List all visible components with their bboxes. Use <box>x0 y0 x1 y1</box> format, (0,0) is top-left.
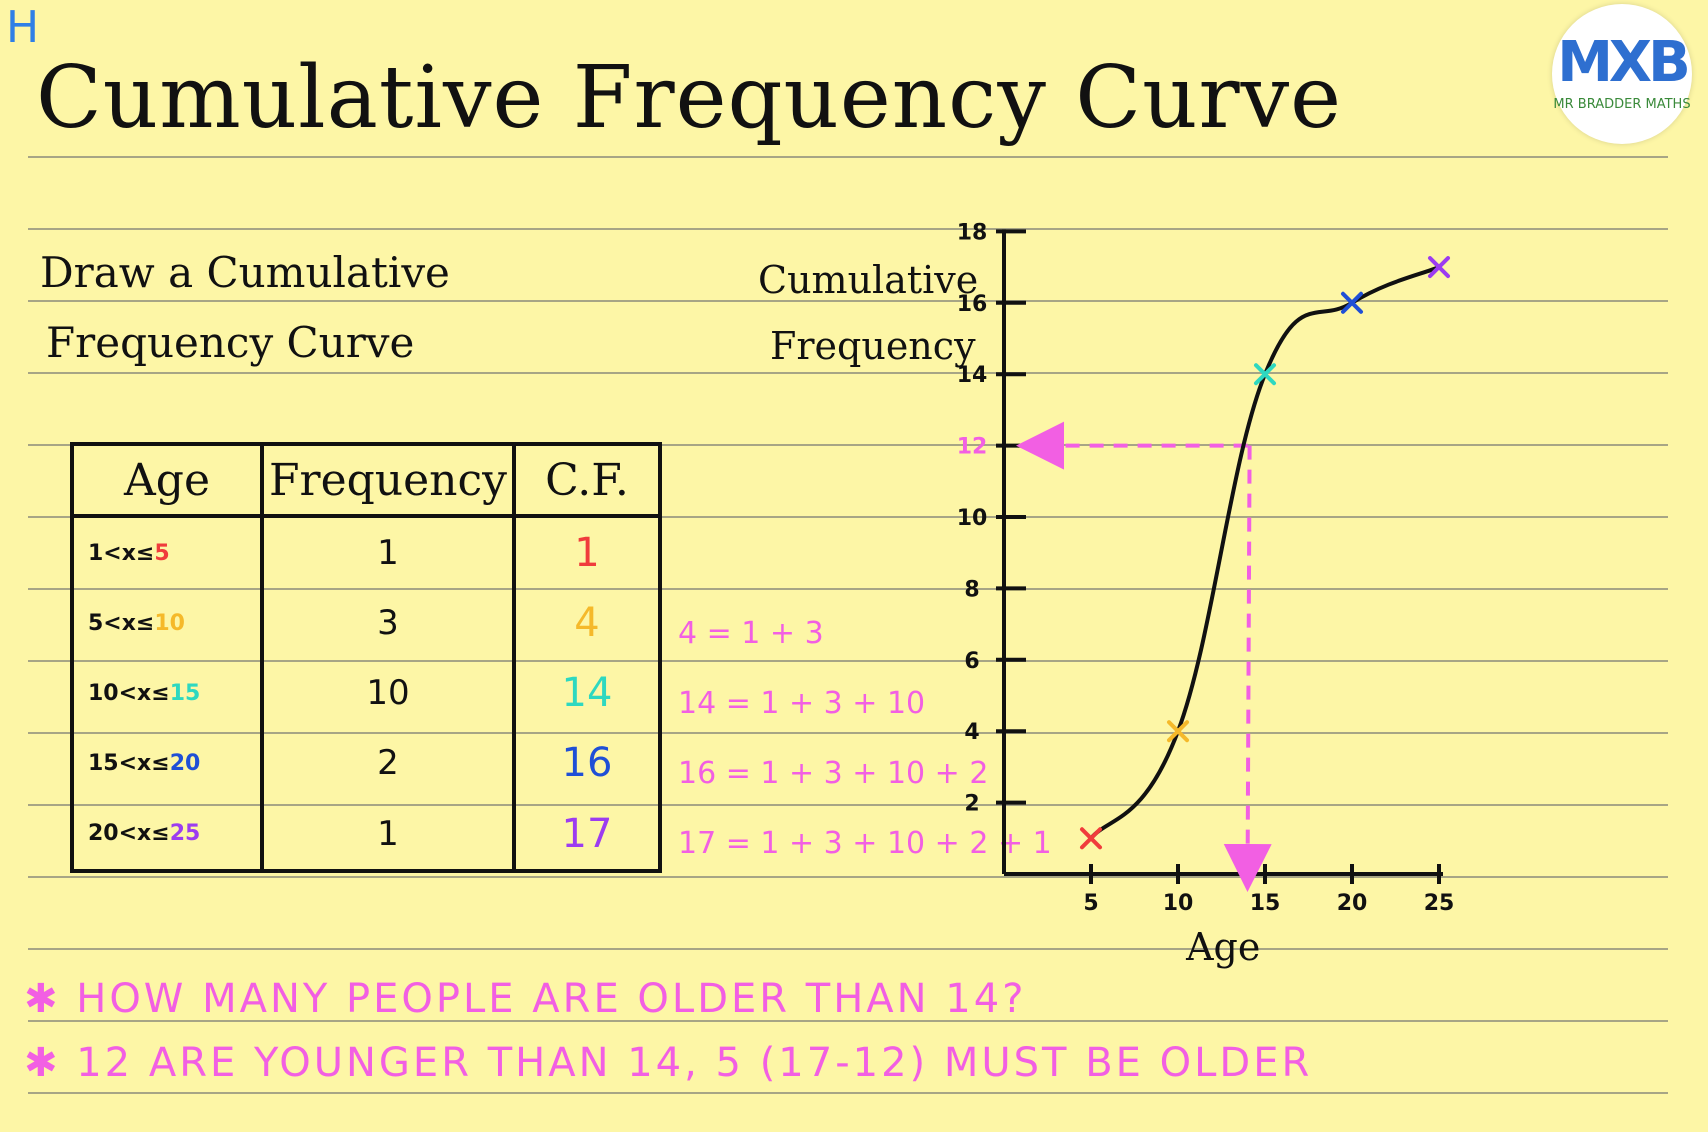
cf-value: 16 <box>561 740 613 786</box>
calc-note: 16 = 1 + 3 + 10 + 2 <box>678 756 989 791</box>
paper-rule <box>28 732 1668 734</box>
calc-note: 4 = 1 + 3 <box>678 616 824 651</box>
paper-rule <box>28 876 1668 878</box>
age-range-upper: 10 <box>154 610 185 636</box>
paper-rule <box>28 156 1668 158</box>
age-range-upper: 15 <box>169 680 201 706</box>
header-age: Age <box>124 454 210 506</box>
frequency-table: Age Frequency C.F. 1<x≤ 5 1 1 5<x≤ 10 3 4 … <box>70 442 662 873</box>
data-point-stroke <box>1341 291 1363 314</box>
x-tick-label: 10 <box>1163 891 1194 916</box>
data-point-stroke <box>1080 827 1102 850</box>
data-point-marker <box>1254 363 1276 386</box>
frequency-value: 3 <box>377 603 399 643</box>
y-tick-label: 18 <box>957 220 988 245</box>
age-range-upper: 20 <box>169 750 201 776</box>
age-range-prefix: 10<x≤ <box>88 680 170 706</box>
table-row-age: 15<x≤ 20 <box>74 728 260 798</box>
x-tick-label: 15 <box>1250 891 1281 916</box>
y-tick-label: 6 <box>964 649 979 674</box>
age-range-prefix: 15<x≤ <box>88 750 170 776</box>
star-icon: ✱ <box>24 976 77 1022</box>
x-tick-label: 25 <box>1424 891 1455 916</box>
paper-rule <box>28 228 1668 230</box>
x-tick-label: 5 <box>1083 891 1098 916</box>
cumulative-frequency-curve <box>1089 265 1441 841</box>
paper-rule <box>28 588 1668 590</box>
logo: MXB MR BRADDER MATHS <box>1552 4 1692 144</box>
data-point-marker <box>1167 720 1189 743</box>
paper-rule <box>28 444 1668 446</box>
y-tick-label: 10 <box>957 506 988 531</box>
frequency-value: 10 <box>366 673 410 713</box>
logo-subtitle: MR BRADDER MATHS <box>1553 97 1691 112</box>
y-tick-label: 14 <box>957 363 988 388</box>
answer-note: ✱ 12 ARE YOUNGER THAN 14, 5 (17-12) MUST… <box>24 1040 1312 1086</box>
table-row-age: 20<x≤ 25 <box>74 798 260 869</box>
cf-value: 1 <box>574 530 600 576</box>
data-point-stroke <box>1254 363 1276 386</box>
paper-rule <box>28 948 1668 950</box>
table-row-age: 10<x≤ 15 <box>74 658 260 728</box>
readoff-vertical-guide <box>1223 445 1272 892</box>
paper-rule <box>28 300 1668 302</box>
header-cf: C.F. <box>545 454 629 506</box>
calc-note: 14 = 1 + 3 + 10 <box>678 686 926 721</box>
star-icon: ✱ <box>24 1040 77 1086</box>
logo-mark: MXB <box>1557 30 1691 95</box>
data-point-marker <box>1341 291 1363 314</box>
cf-value: 4 <box>574 600 600 646</box>
age-range-prefix: 20<x≤ <box>88 821 170 846</box>
question-text: HOW MANY PEOPLE ARE OLDER THAN 14? <box>76 976 1027 1022</box>
level-tag: H <box>6 2 40 53</box>
data-point-marker <box>1428 256 1450 279</box>
data-point-marker <box>1080 827 1102 850</box>
cf-value: 14 <box>561 670 613 716</box>
paper-rule <box>28 1020 1668 1022</box>
instruction-line-2: Frequency Curve <box>46 318 415 367</box>
question-note: ✱ HOW MANY PEOPLE ARE OLDER THAN 14? <box>24 976 1026 1022</box>
paper-rule <box>28 372 1668 374</box>
table-row-age: 1<x≤ 5 <box>74 518 260 588</box>
y-tick-label: 12 <box>957 435 988 460</box>
paper-rule <box>28 804 1668 806</box>
frequency-value: 1 <box>377 813 399 854</box>
frequency-value: 2 <box>377 743 399 783</box>
answer-text: 12 ARE YOUNGER THAN 14, 5 (17-12) MUST B… <box>76 1040 1313 1086</box>
y-tick-label: 16 <box>957 292 988 317</box>
header-frequency: Frequency <box>269 454 507 506</box>
x-tick-label: 20 <box>1337 891 1368 916</box>
y-tick-label: 8 <box>964 577 979 602</box>
age-range-prefix: 1<x≤ <box>88 540 155 566</box>
frequency-value: 1 <box>377 533 399 573</box>
instruction-line-1: Draw a Cumulative <box>40 248 450 297</box>
age-range-prefix: 5<x≤ <box>88 610 155 636</box>
cf-value: 17 <box>561 810 613 857</box>
y-tick-label: 2 <box>964 792 979 817</box>
paper-rule <box>28 516 1668 518</box>
age-range-upper: 25 <box>169 821 201 846</box>
data-point-stroke <box>1428 256 1450 279</box>
table-divider <box>512 446 516 869</box>
y-axis-label-line-2: Frequency <box>770 324 976 368</box>
table-divider <box>74 514 658 518</box>
table-row-age: 5<x≤ 10 <box>74 588 260 658</box>
y-tick-label: 4 <box>964 720 979 745</box>
paper-rule <box>28 660 1668 662</box>
x-axis-label: Age <box>1185 925 1260 969</box>
calc-note: 17 = 1 + 3 + 10 + 2 + 1 <box>678 826 1052 861</box>
data-point-stroke <box>1167 720 1189 743</box>
paper-rule <box>28 1092 1668 1094</box>
age-range-upper: 5 <box>154 540 170 566</box>
table-divider <box>260 446 264 869</box>
y-axis-label-line-1: Cumulative <box>758 258 979 302</box>
page-title: Cumulative Frequency Curve <box>36 48 1343 148</box>
